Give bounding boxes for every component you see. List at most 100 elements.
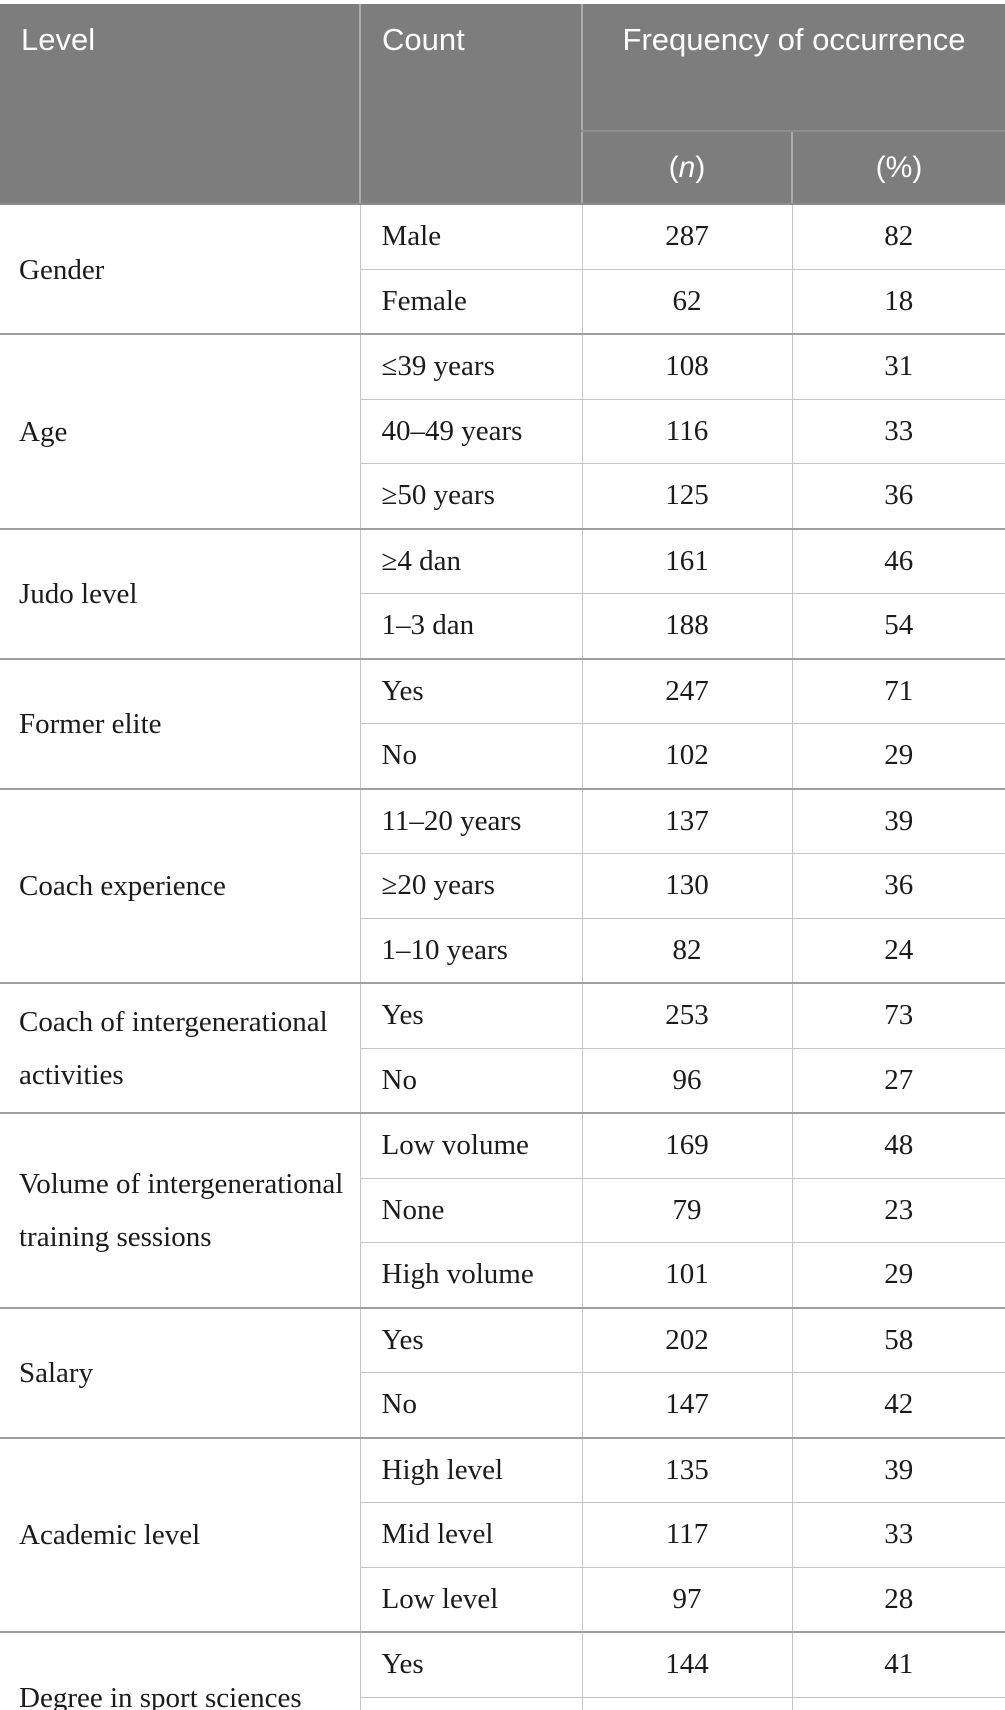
pct-cell: 39	[791, 1436, 1005, 1503]
table-row: No 147 42	[0, 1372, 1005, 1438]
pct-cell: 82	[791, 203, 1005, 269]
count-cell: Male	[359, 203, 582, 269]
header-row-main: Level Count Frequency of occurrence	[0, 4, 1005, 205]
table-row: ≥20 years 130 36	[0, 853, 1005, 918]
count-cell: 40–49 years	[359, 398, 582, 464]
pct-cell: 39	[791, 787, 1005, 854]
pct-cell: 29	[791, 723, 1005, 789]
n-cell: 82	[581, 917, 792, 983]
group-label: Judo level	[0, 527, 360, 659]
table-row: No 102 29	[0, 723, 1005, 789]
count-cell: ≥4 dan	[359, 527, 582, 594]
pct-cell: 59	[791, 1696, 1005, 1710]
count-cell: None	[359, 1177, 582, 1243]
pct-cell: 23	[791, 1177, 1005, 1243]
n-cell: 137	[581, 787, 792, 854]
count-cell: Yes	[359, 1631, 582, 1697]
count-cell: No	[359, 1047, 582, 1113]
count-cell: Yes	[359, 657, 582, 724]
n-cell: 102	[581, 723, 792, 789]
header-n-symbol: n	[678, 150, 696, 184]
header-percent: (%)	[791, 130, 1005, 205]
count-cell: High level	[359, 1436, 582, 1503]
count-cell: No	[359, 723, 582, 789]
table-row: Low level 97 28	[0, 1566, 1005, 1632]
n-cell: 108	[581, 333, 792, 399]
n-cell: 96	[581, 1047, 792, 1113]
count-cell: Yes	[359, 982, 582, 1048]
header-frequency-of-occurrence: Frequency of occurrence	[581, 4, 1005, 132]
pct-cell: 42	[791, 1372, 1005, 1438]
n-cell: 253	[581, 982, 792, 1048]
pct-cell: 73	[791, 982, 1005, 1048]
count-cell: 1–3 dan	[359, 593, 582, 659]
table-row: Female 62 18	[0, 268, 1005, 334]
n-cell: 135	[581, 1436, 792, 1503]
pct-cell: 58	[791, 1306, 1005, 1373]
n-cell: 202	[581, 1306, 792, 1373]
pct-cell: 24	[791, 917, 1005, 983]
group-label: Coach experience	[0, 787, 360, 983]
count-cell: Low level	[359, 1566, 582, 1632]
pct-cell: 48	[791, 1112, 1005, 1178]
n-cell: 147	[581, 1372, 792, 1438]
n-cell: 79	[581, 1177, 792, 1243]
group-label: Academic level	[0, 1436, 360, 1632]
table-row: No20559	[0, 1696, 1005, 1710]
n-cell: 117	[581, 1502, 792, 1567]
table-row: Salary Yes 202 58	[0, 1306, 1005, 1438]
table-body: Gender Male 287 82 Female 62 18 Age ≤39 years 108…	[0, 203, 1005, 1710]
pct-cell: 18	[791, 268, 1005, 334]
n-cell: 287	[581, 203, 792, 269]
demographics-table: Level Count Frequency of occurrence (n) …	[0, 4, 1005, 1710]
pct-cell: 41	[791, 1631, 1005, 1697]
pct-cell: 33	[791, 1502, 1005, 1567]
header-count: Count	[359, 4, 582, 205]
count-cell: ≥50 years	[359, 463, 582, 529]
n-cell: 205	[581, 1696, 792, 1710]
count-cell: Mid level	[359, 1502, 582, 1567]
table-row: No 96 27	[0, 1047, 1005, 1113]
table-row: ≥50 years 125 36	[0, 463, 1005, 529]
pct-cell: 46	[791, 527, 1005, 594]
n-cell: 188	[581, 593, 792, 659]
n-cell: 169	[581, 1112, 792, 1178]
header-n: (n)	[581, 130, 792, 205]
n-cell: 125	[581, 463, 792, 529]
table-row: High volume 101 29	[0, 1242, 1005, 1308]
table-row: 1–3 dan 188 54	[0, 593, 1005, 659]
group-label: Volume of intergenerational training ses…	[0, 1112, 360, 1308]
pct-cell: 27	[791, 1047, 1005, 1113]
count-cell: High volume	[359, 1242, 582, 1308]
count-cell: Yes	[359, 1306, 582, 1373]
table-row: Coach experience 11–20 years 137 39	[0, 787, 1005, 983]
table-row: Gender Male 287 82	[0, 203, 1005, 334]
table-row: Judo level ≥4 dan 161 46	[0, 527, 1005, 659]
table-row: 40–49 years 116 33	[0, 398, 1005, 464]
table-row: Academic level High level 135 39	[0, 1436, 1005, 1632]
header-level: Level	[0, 4, 360, 205]
n-cell: 144	[581, 1631, 792, 1697]
pct-cell: 33	[791, 398, 1005, 464]
n-cell: 161	[581, 527, 792, 594]
table-row: Mid level 117 33	[0, 1502, 1005, 1567]
group-label: Age	[0, 333, 360, 529]
n-cell: 247	[581, 657, 792, 724]
table-row: Volume of intergenerational training ses…	[0, 1112, 1005, 1308]
pct-cell: 36	[791, 853, 1005, 918]
group-label: Degree in sport sciences	[0, 1631, 360, 1710]
pct-cell: 31	[791, 333, 1005, 399]
table-row: Coach of intergenerational activities Yes…	[0, 982, 1005, 1113]
group-label: Coach of intergenerational activities	[0, 982, 360, 1113]
count-cell: ≥20 years	[359, 853, 582, 918]
header-n-open-paren: (	[668, 150, 679, 184]
count-cell: 1–10 years	[359, 917, 582, 983]
pct-cell: 29	[791, 1242, 1005, 1308]
pct-cell: 54	[791, 593, 1005, 659]
pct-cell: 28	[791, 1566, 1005, 1632]
group-label: Former elite	[0, 657, 360, 789]
pct-cell: 36	[791, 463, 1005, 529]
n-cell: 62	[581, 268, 792, 334]
count-cell: No	[359, 1696, 582, 1710]
